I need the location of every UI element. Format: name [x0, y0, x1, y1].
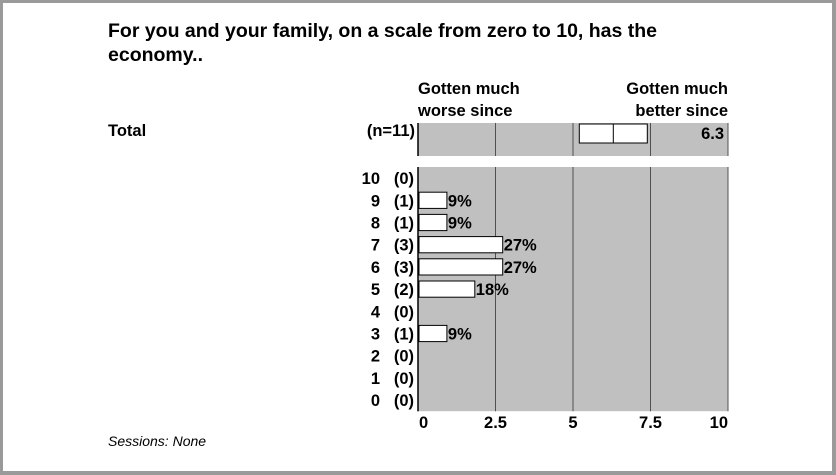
sessions-footnote: Sessions: None [108, 433, 207, 449]
bar [418, 213, 448, 232]
category-label: 8 [371, 215, 380, 233]
category-count: (0) [394, 370, 414, 388]
total-label: Total [108, 122, 147, 140]
left-anchor-label: Gotten much worse since [418, 80, 520, 120]
category-label: 9 [371, 192, 380, 210]
category-count: (0) [394, 392, 414, 410]
bar-value-label: 9% [448, 192, 472, 210]
bar-value-label: 27% [504, 259, 537, 277]
mean-value-label: 6.3 [701, 125, 724, 143]
category-label: 1 [371, 370, 380, 388]
category-label: 5 [371, 281, 380, 299]
category-label: 3 [371, 326, 380, 344]
bar [418, 280, 476, 298]
bar [418, 324, 448, 343]
category-label: 6 [371, 259, 380, 277]
bar-value-label: 27% [504, 237, 537, 255]
category-label: 2 [371, 348, 380, 366]
category-label: 4 [371, 303, 381, 321]
chart-title: For you and your family, on a scale from… [108, 20, 658, 66]
category-count: (3) [394, 237, 414, 255]
category-label: 7 [371, 237, 380, 255]
total-n-label: (n=11) [366, 122, 415, 140]
bar [418, 236, 504, 254]
category-label: 0 [371, 392, 380, 410]
category-count: (0) [394, 170, 414, 188]
bar-value-label: 9% [448, 215, 472, 233]
category-count: (1) [394, 215, 414, 233]
category-count: (1) [394, 326, 414, 344]
category-count: (3) [394, 259, 414, 277]
category-count: (1) [394, 192, 414, 210]
bar-value-label: 9% [448, 326, 472, 344]
x-tick-label: 0 [419, 414, 428, 432]
category-count: (0) [394, 303, 414, 321]
x-tick-label: 5 [568, 414, 577, 432]
bar [418, 258, 504, 276]
category-count: (0) [394, 348, 414, 366]
x-tick-label: 10 [710, 414, 728, 432]
bar-value-label: 18% [476, 281, 509, 299]
category-count: (2) [394, 281, 414, 299]
category-label: 10 [362, 170, 380, 188]
x-tick-label: 7.5 [639, 414, 662, 432]
x-tick-label: 2.5 [484, 414, 507, 432]
bar [418, 191, 448, 209]
right-anchor-label: Gotten much better since [626, 80, 728, 120]
